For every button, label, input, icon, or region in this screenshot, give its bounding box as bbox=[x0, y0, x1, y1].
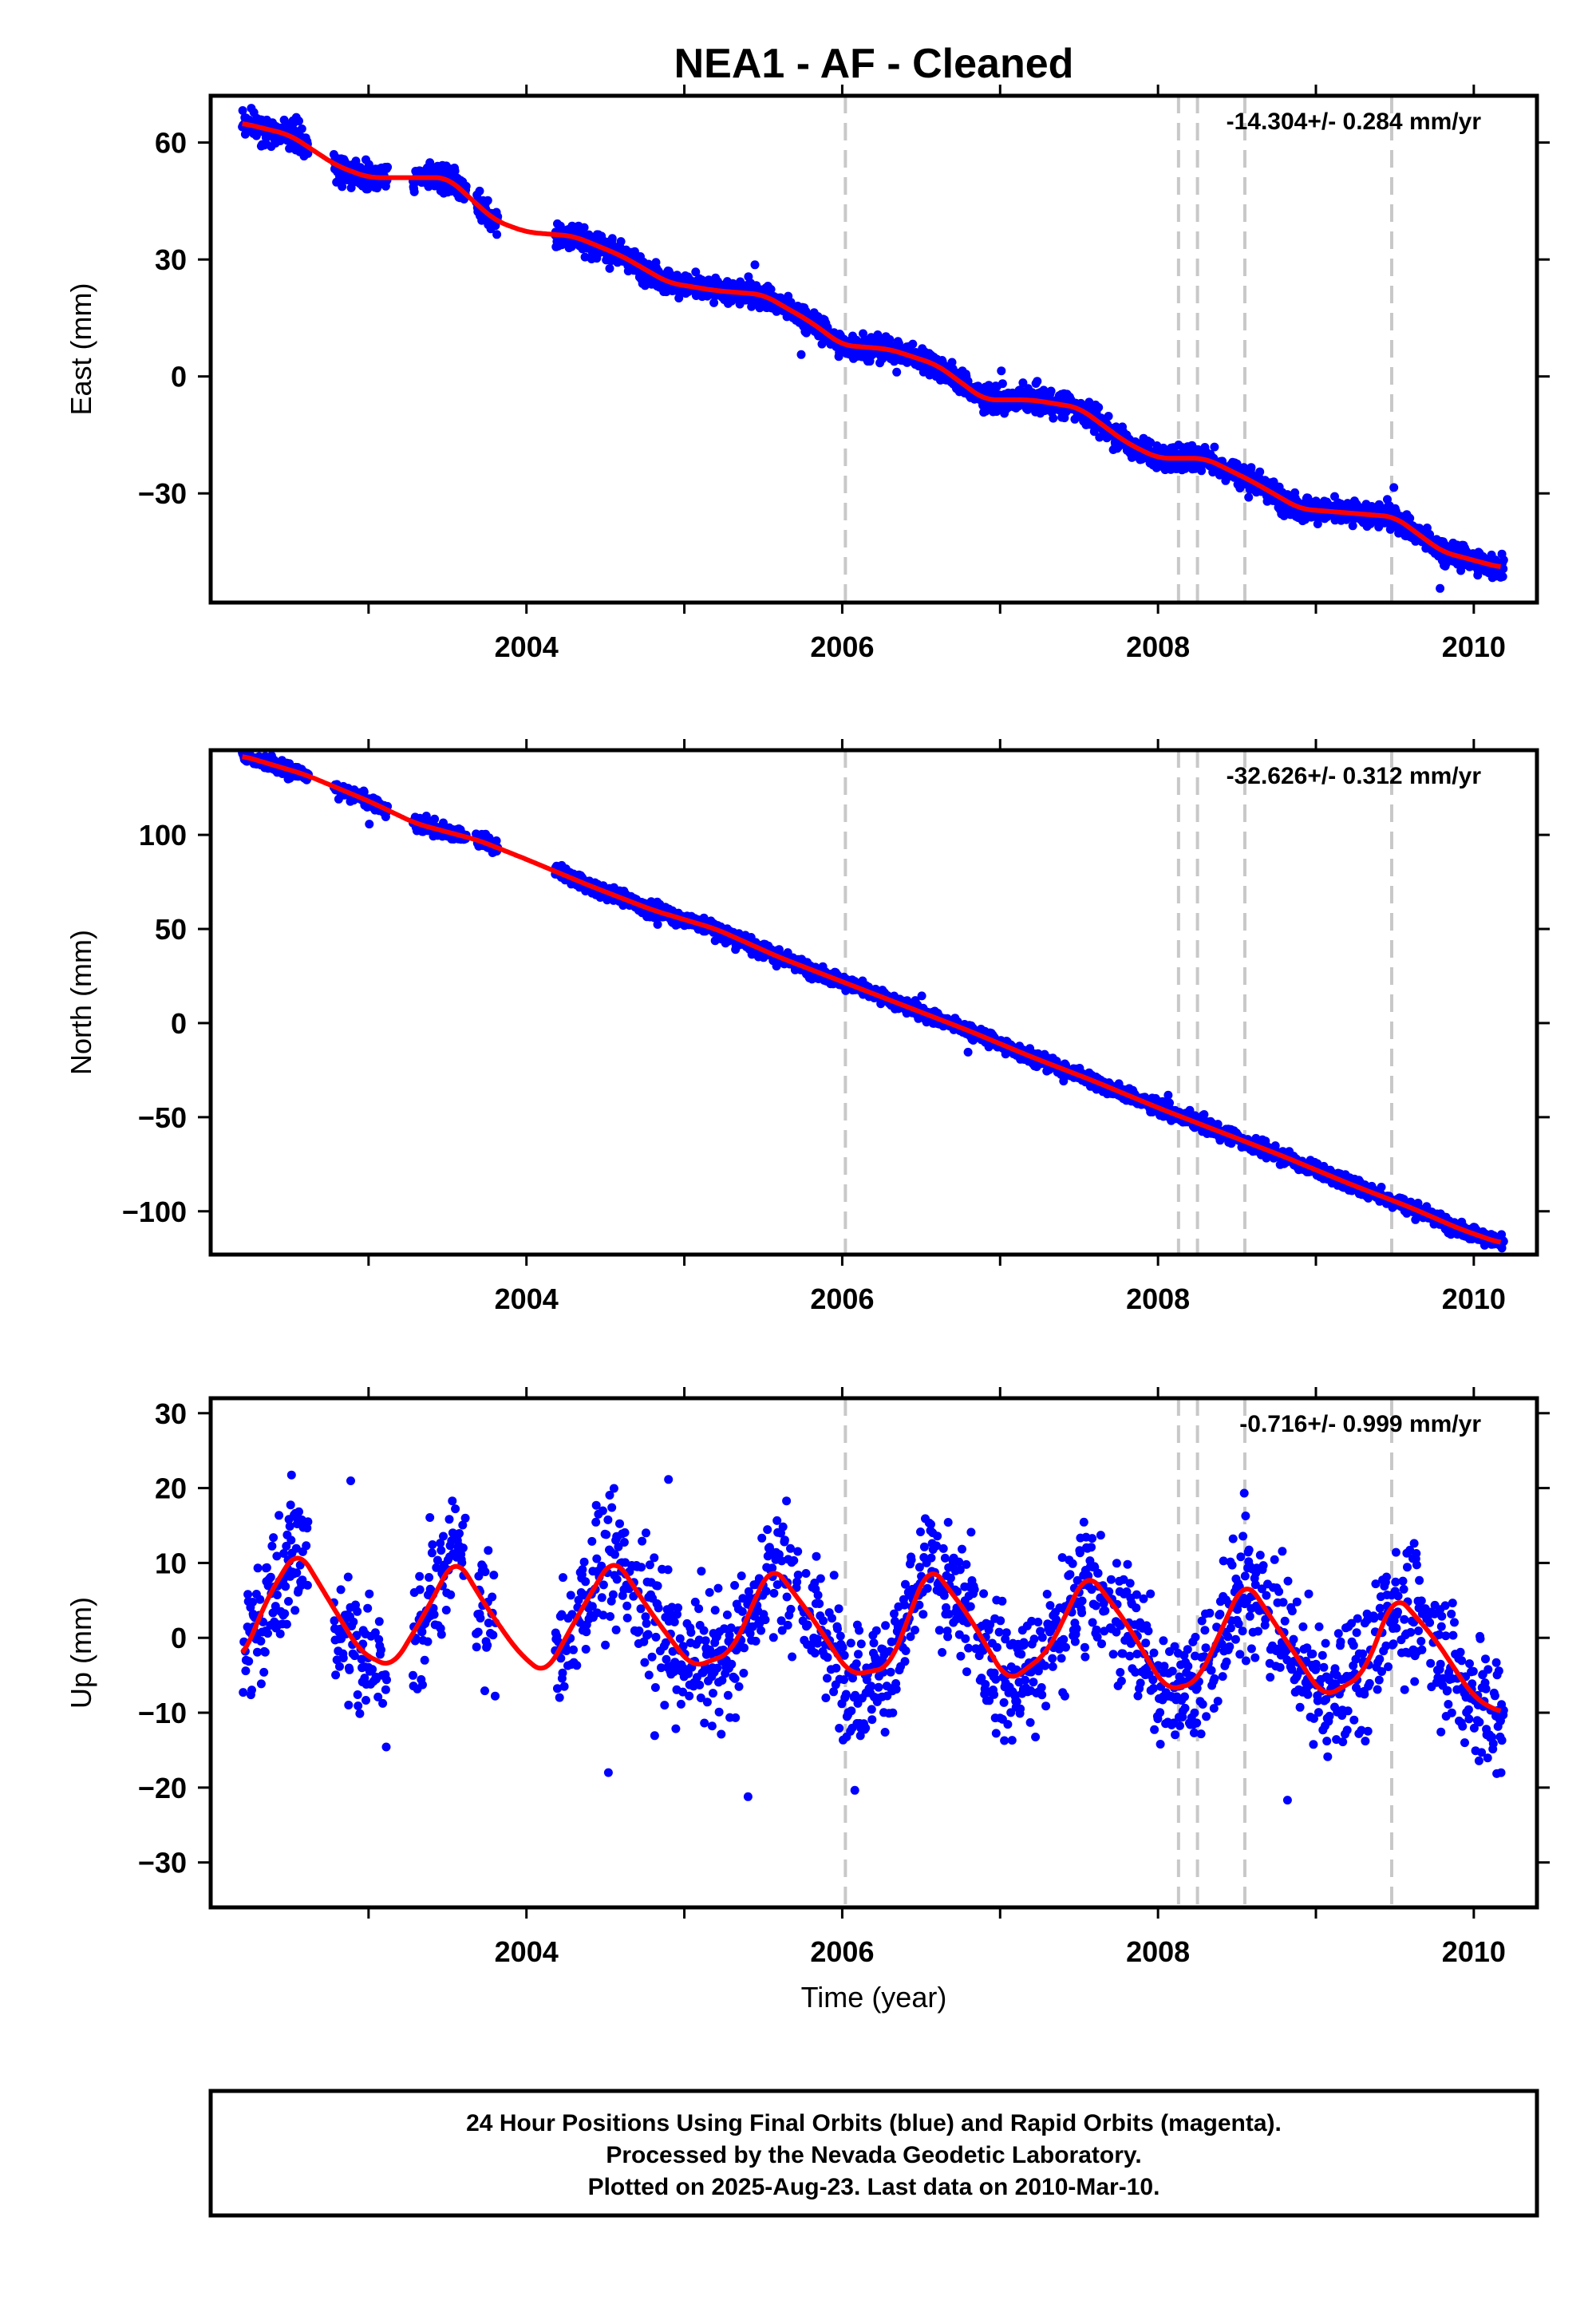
east-y-tick-label: 30 bbox=[155, 243, 187, 276]
east-point bbox=[1197, 466, 1207, 476]
east-point bbox=[294, 117, 303, 126]
east-point bbox=[1405, 513, 1415, 523]
east-point bbox=[475, 186, 484, 196]
east-point bbox=[461, 181, 471, 191]
east-y-tick-label: −30 bbox=[138, 477, 187, 510]
north-point bbox=[1163, 1090, 1173, 1100]
east-point bbox=[1210, 442, 1219, 452]
east-x-tick-label: 2006 bbox=[810, 630, 874, 663]
east-point bbox=[383, 162, 393, 172]
east-x-tick-label: 2010 bbox=[1442, 630, 1506, 663]
east-point bbox=[998, 379, 1007, 389]
north-plot-area bbox=[238, 750, 1508, 1255]
east-panel: 2004 2006 2008 2010 −30 0 30 60 East (mm) -14.304… bbox=[65, 85, 1550, 663]
east-point bbox=[1499, 555, 1508, 565]
east-point bbox=[1018, 378, 1028, 388]
north-point bbox=[430, 814, 440, 824]
east-point bbox=[346, 183, 356, 192]
east-point bbox=[750, 260, 760, 270]
east-point bbox=[947, 358, 957, 367]
east-point bbox=[1094, 403, 1104, 412]
east-point bbox=[1436, 583, 1445, 593]
figure-title: NEA1 - AF - Cleaned bbox=[674, 41, 1074, 87]
east-point bbox=[997, 366, 1006, 376]
east-x-tick-label: 2004 bbox=[495, 630, 559, 663]
east-point bbox=[1049, 413, 1058, 423]
east-point bbox=[885, 335, 895, 344]
east-point bbox=[709, 298, 719, 307]
east-point bbox=[1255, 467, 1265, 476]
east-point bbox=[674, 294, 684, 302]
east-point bbox=[409, 187, 419, 196]
north-point bbox=[917, 991, 926, 1001]
north-point bbox=[963, 1047, 973, 1057]
east-point bbox=[1246, 463, 1256, 472]
east-point bbox=[605, 263, 614, 273]
east-point bbox=[1246, 469, 1256, 479]
east-y-tick-label: 60 bbox=[155, 127, 187, 160]
east-point bbox=[892, 367, 902, 377]
east-point bbox=[1498, 572, 1507, 581]
east-point bbox=[1244, 492, 1254, 502]
east-point bbox=[1046, 386, 1056, 396]
east-point bbox=[1313, 520, 1322, 528]
east-point bbox=[691, 267, 701, 277]
east-point bbox=[766, 285, 776, 294]
east-y-tick-label: 0 bbox=[171, 361, 187, 393]
east-point bbox=[1104, 412, 1113, 421]
east-point bbox=[579, 223, 589, 232]
east-point bbox=[1033, 377, 1042, 386]
east-plot-area bbox=[238, 96, 1508, 603]
east-point bbox=[351, 156, 361, 166]
east-x-tick-label: 2008 bbox=[1126, 630, 1190, 663]
east-point bbox=[894, 338, 903, 348]
east-point bbox=[338, 182, 347, 192]
east-point bbox=[492, 230, 502, 239]
east-point bbox=[796, 350, 806, 359]
north-point bbox=[653, 919, 662, 929]
east-point bbox=[1348, 521, 1357, 531]
east-point bbox=[616, 237, 626, 247]
east-point bbox=[297, 124, 306, 133]
east-point bbox=[238, 106, 247, 115]
east-point bbox=[1389, 483, 1399, 492]
east-point bbox=[607, 234, 617, 243]
east-point bbox=[908, 339, 918, 349]
north-point bbox=[365, 820, 374, 829]
east-y-axis-label: East (mm) bbox=[65, 283, 97, 416]
east-point bbox=[483, 196, 492, 205]
north-data-points bbox=[238, 750, 1508, 1253]
east-rate-label: -14.304+/- 0.284 mm/yr bbox=[1227, 109, 1482, 135]
east-point bbox=[364, 160, 373, 169]
